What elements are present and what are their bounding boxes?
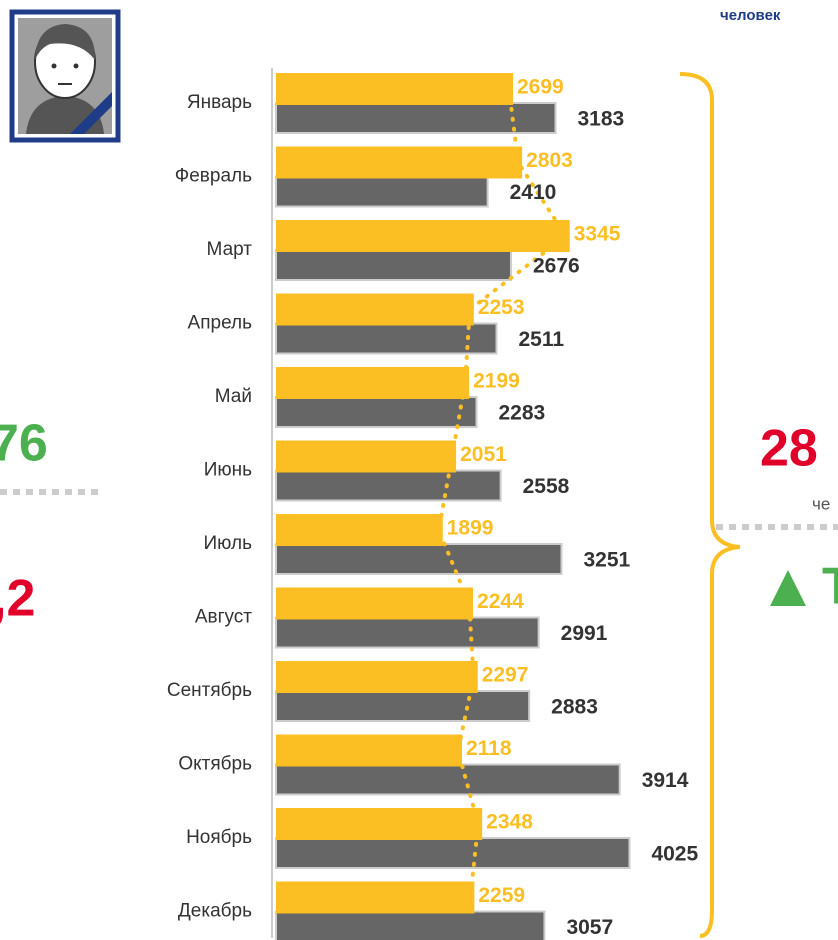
value-label: 2883 <box>551 696 598 719</box>
category-label: Апрель <box>188 313 253 334</box>
bar <box>275 469 502 502</box>
up-arrow <box>770 570 806 606</box>
value-label: 3183 <box>578 108 625 131</box>
bar <box>276 440 457 473</box>
bar <box>276 146 523 179</box>
bar <box>276 293 474 326</box>
value-label: 2348 <box>486 811 533 834</box>
category-label: Январь <box>187 92 252 113</box>
bar <box>275 175 489 208</box>
bar <box>275 396 478 428</box>
value-label: 2253 <box>478 296 525 319</box>
value-label: 4025 <box>651 843 698 866</box>
bar <box>275 837 631 869</box>
category-label: Июль <box>204 533 253 554</box>
value-label: 3345 <box>574 223 621 246</box>
bar <box>276 587 474 620</box>
bar <box>276 367 470 399</box>
value-label: 2511 <box>518 328 564 351</box>
value-label: 3914 <box>642 769 689 792</box>
category-label: Октябрь <box>178 754 252 775</box>
annotation: 76 <box>0 415 48 473</box>
bar <box>275 249 512 281</box>
bar <box>275 616 540 649</box>
value-label: 2991 <box>561 622 608 645</box>
value-label: 2283 <box>498 402 545 425</box>
trend-line <box>436 87 569 900</box>
bar <box>276 881 475 914</box>
bar <box>275 322 498 355</box>
value-label: 3251 <box>583 549 630 572</box>
bar <box>276 808 483 840</box>
annotation: человек <box>720 7 781 24</box>
value-label: 2244 <box>477 590 524 613</box>
category-label: Декабрь <box>178 901 252 922</box>
bar <box>276 514 443 546</box>
bar <box>276 661 478 693</box>
value-label: 2199 <box>473 370 520 393</box>
value-label: 2803 <box>526 149 573 172</box>
category-label: Август <box>195 607 252 628</box>
value-label: 1899 <box>447 517 494 540</box>
avatar-icon <box>9 9 121 143</box>
value-label: 2051 <box>460 443 507 466</box>
bar <box>275 910 546 940</box>
category-label: Май <box>215 386 252 407</box>
value-label: 2676 <box>533 255 580 278</box>
value-label: 2699 <box>517 76 564 99</box>
annotation: Т <box>822 558 838 616</box>
category-label: Ноябрь <box>186 827 252 848</box>
annotation: 28 <box>760 420 818 478</box>
value-label: 2297 <box>482 664 529 687</box>
value-label: 2118 <box>466 737 512 760</box>
bar <box>276 220 570 252</box>
value-label: 2259 <box>478 884 525 907</box>
annotation: че <box>812 494 830 513</box>
annotation: ,2 <box>0 570 35 628</box>
value-label: 2558 <box>523 475 570 498</box>
value-label: 2410 <box>510 181 557 204</box>
bar <box>276 73 514 105</box>
value-label: 3057 <box>566 916 613 939</box>
bar <box>275 543 563 575</box>
bar <box>276 734 462 767</box>
category-label: Июнь <box>204 460 252 481</box>
bar <box>275 763 621 796</box>
bar <box>275 690 531 722</box>
bar <box>275 102 557 134</box>
category-label: Сентябрь <box>167 680 252 701</box>
brace <box>679 72 741 938</box>
category-label: Март <box>207 239 253 260</box>
category-label: Февраль <box>175 166 252 187</box>
